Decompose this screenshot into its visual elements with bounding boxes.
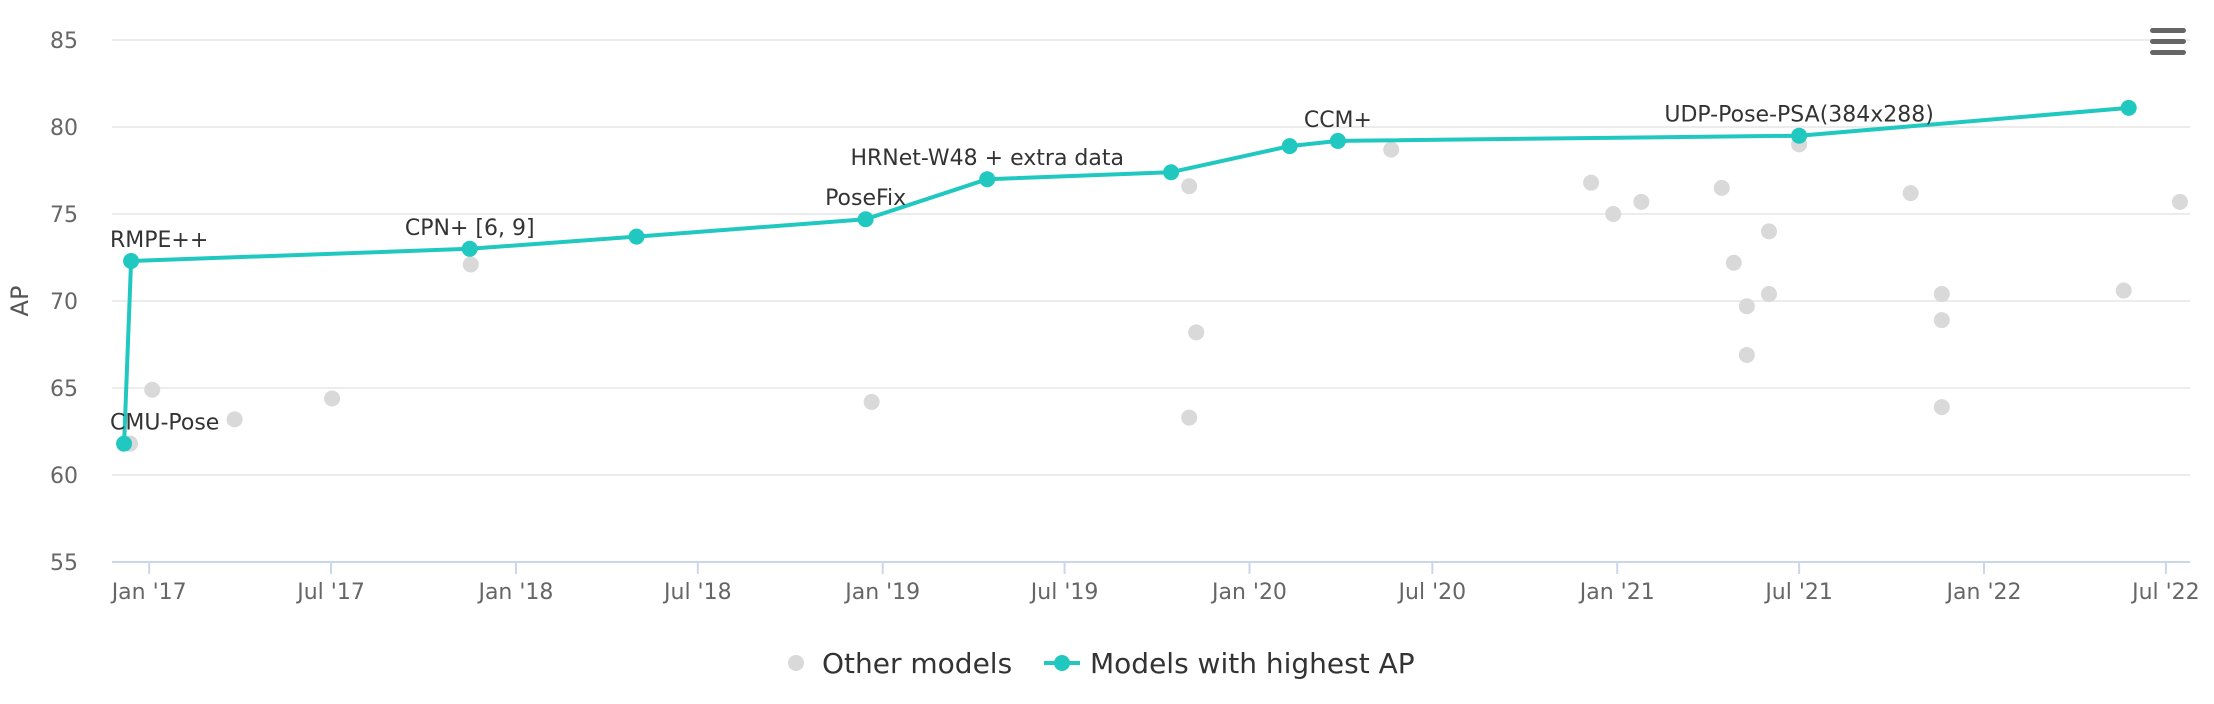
y-tick-label: 85 bbox=[50, 29, 78, 54]
legend-other-marker bbox=[788, 655, 804, 671]
point-annotation: CMU-Pose bbox=[110, 411, 219, 436]
x-tick-label: Jul '21 bbox=[1763, 580, 1833, 605]
annotations: CMU-Pose RMPE++ CPN+ [6, 9] PoseFix HRNet-W4… bbox=[110, 103, 1934, 436]
point-annotation: UDP-Pose-PSA(384x288) bbox=[1664, 103, 1934, 128]
y-tick-label: 70 bbox=[50, 290, 78, 315]
other-model-point[interactable] bbox=[1181, 409, 1198, 426]
other-model-point[interactable] bbox=[1725, 254, 1742, 271]
other-model-point[interactable] bbox=[1181, 178, 1198, 195]
other-model-point[interactable] bbox=[1605, 206, 1622, 222]
best-model-point[interactable] bbox=[461, 240, 478, 257]
other-model-point[interactable] bbox=[1713, 179, 1730, 196]
chart-grid bbox=[112, 39, 2190, 476]
other-model-point[interactable] bbox=[1583, 174, 1600, 191]
y-axis-ticks: 55 60 65 70 75 80 85 bbox=[50, 29, 78, 576]
x-tick-label: Jul '19 bbox=[1029, 580, 1099, 605]
y-tick-label: 75 bbox=[50, 203, 78, 228]
menu-bar bbox=[2150, 28, 2186, 33]
best-model-point[interactable] bbox=[2120, 99, 2137, 116]
y-tick-label: 65 bbox=[50, 377, 78, 402]
other-model-point[interactable] bbox=[1760, 223, 1777, 240]
best-model-point[interactable] bbox=[123, 252, 140, 269]
y-axis-label: AP bbox=[6, 286, 34, 317]
other-model-point[interactable] bbox=[1933, 286, 1950, 303]
point-annotation: CCM+ bbox=[1304, 108, 1372, 133]
x-axis: Jan '17 Jul '17 Jan '18 Jul '18 Jan '19 Jul '… bbox=[110, 561, 2200, 605]
best-models-line bbox=[122, 105, 2129, 444]
best-model-point[interactable] bbox=[857, 211, 874, 228]
other-model-point[interactable] bbox=[1760, 286, 1777, 303]
x-tick-label: Jan '22 bbox=[1945, 580, 2022, 605]
other-model-point[interactable] bbox=[144, 381, 161, 398]
best-model-point[interactable] bbox=[1281, 138, 1298, 155]
other-model-point[interactable] bbox=[1633, 193, 1650, 210]
x-tick-label: Jan '18 bbox=[476, 580, 553, 605]
x-tick-label: Jul '22 bbox=[2130, 580, 2200, 605]
best-model-point[interactable] bbox=[628, 228, 645, 245]
x-tick-label: Jan '21 bbox=[1578, 580, 1655, 605]
point-annotation: CPN+ [6, 9] bbox=[405, 216, 535, 241]
other-model-point[interactable] bbox=[1902, 185, 1919, 202]
y-tick-label: 80 bbox=[50, 116, 78, 141]
point-annotation: RMPE++ bbox=[110, 228, 208, 253]
other-model-point[interactable] bbox=[1188, 324, 1205, 341]
y-tick-label: 60 bbox=[50, 464, 78, 489]
x-tick-label: Jan '20 bbox=[1210, 580, 1287, 605]
best-models-series bbox=[116, 99, 2137, 452]
x-tick-label: Jul '17 bbox=[295, 580, 365, 605]
other-model-point[interactable] bbox=[462, 256, 479, 273]
x-tick-label: Jan '17 bbox=[110, 580, 187, 605]
legend-other-label[interactable]: Other models bbox=[822, 647, 1012, 680]
best-model-point[interactable] bbox=[116, 435, 133, 452]
other-model-point[interactable] bbox=[863, 393, 880, 410]
other-model-point[interactable] bbox=[1933, 312, 1950, 329]
other-models-series bbox=[122, 136, 2188, 452]
legend-best-marker bbox=[1054, 655, 1070, 671]
menu-bar bbox=[2150, 39, 2186, 44]
other-model-point[interactable] bbox=[1933, 399, 1950, 416]
point-annotation: HRNet-W48 + extra data bbox=[850, 146, 1124, 171]
y-tick-label: 55 bbox=[50, 551, 78, 576]
best-model-point[interactable] bbox=[1163, 164, 1180, 181]
x-tick-label: Jul '20 bbox=[1397, 580, 1467, 605]
other-model-point[interactable] bbox=[1383, 141, 1400, 158]
best-model-point[interactable] bbox=[1329, 132, 1346, 149]
x-tick-label: Jan '19 bbox=[843, 580, 920, 605]
other-model-point[interactable] bbox=[2171, 193, 2188, 210]
other-model-point[interactable] bbox=[226, 411, 243, 428]
other-model-point[interactable] bbox=[1738, 346, 1755, 363]
menu-bar bbox=[2150, 50, 2186, 55]
chart-menu-button[interactable] bbox=[2150, 28, 2186, 60]
legend: Other models Models with highest AP bbox=[788, 647, 1415, 680]
legend-best-label[interactable]: Models with highest AP bbox=[1090, 647, 1415, 680]
other-model-point[interactable] bbox=[1738, 298, 1755, 315]
x-tick-label: Jul '18 bbox=[662, 580, 732, 605]
other-model-point[interactable] bbox=[2115, 282, 2132, 299]
other-model-point[interactable] bbox=[324, 390, 341, 407]
best-model-point[interactable] bbox=[1791, 127, 1808, 144]
point-annotation: PoseFix bbox=[825, 186, 906, 211]
best-model-point[interactable] bbox=[979, 171, 996, 188]
